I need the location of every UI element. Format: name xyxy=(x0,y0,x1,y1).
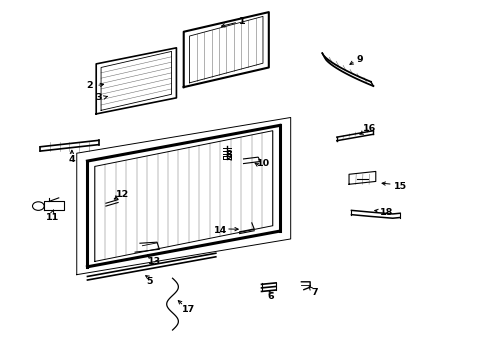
Text: 5: 5 xyxy=(146,277,153,286)
Text: 18: 18 xyxy=(379,208,392,217)
Text: 9: 9 xyxy=(356,55,363,64)
Text: 17: 17 xyxy=(182,305,195,314)
Text: 11: 11 xyxy=(46,213,59,222)
Text: 3: 3 xyxy=(95,93,102,102)
Text: 10: 10 xyxy=(257,159,270,168)
Text: 8: 8 xyxy=(225,150,232,159)
Text: 7: 7 xyxy=(311,288,318,297)
Text: 1: 1 xyxy=(238,17,245,26)
Text: 4: 4 xyxy=(68,155,75,164)
Text: 15: 15 xyxy=(393,181,406,190)
Text: 2: 2 xyxy=(86,81,93,90)
Text: 6: 6 xyxy=(266,292,273,301)
Text: 12: 12 xyxy=(116,190,129,199)
Text: 16: 16 xyxy=(363,125,376,134)
Text: 14: 14 xyxy=(213,226,226,235)
Text: 13: 13 xyxy=(148,257,161,266)
